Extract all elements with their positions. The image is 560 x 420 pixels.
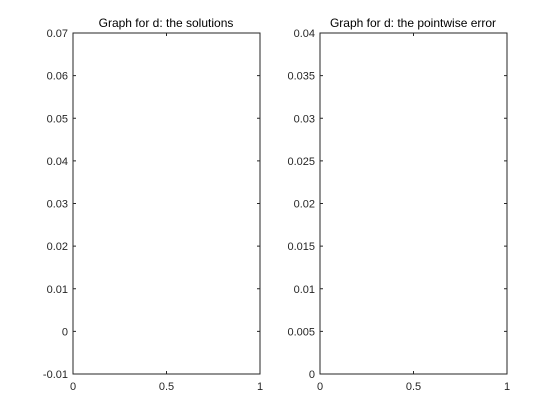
right-x-tick-label: 0.5 xyxy=(406,381,421,393)
right-y-tick-label: 0.01 xyxy=(294,284,315,296)
left-y-tick-label: 0.02 xyxy=(47,241,68,253)
left-y-tick-label: 0.04 xyxy=(47,156,68,168)
left-x-tick-label: 0.5 xyxy=(159,381,174,393)
right-y-tick-label: 0.02 xyxy=(294,199,315,211)
left-y-tick-label: 0.06 xyxy=(47,71,68,83)
right-y-tick-label: 0.035 xyxy=(287,71,315,83)
left-chart-title: Graph for d: the solutions xyxy=(99,16,234,30)
right-y-tick-label: 0.03 xyxy=(294,113,315,125)
left-axes-frame xyxy=(72,32,261,375)
right-y-tick-label: 0.025 xyxy=(287,156,315,168)
right-chart-panel: Graph for d: the pointwise error 0 0.5 1 0 0… xyxy=(287,16,510,393)
left-y-tick-label: -0.01 xyxy=(43,369,68,381)
left-chart-panel: Graph for d: the solutions 0 0.5 1-0.0100.… xyxy=(43,16,263,393)
left-y-tick-label: 0.03 xyxy=(47,199,68,211)
right-x-tick-label: 1 xyxy=(504,381,510,393)
right-x-tick-label: 0 xyxy=(317,381,323,393)
right-y-tick-label: 0.015 xyxy=(287,241,315,253)
left-x-tick-label: 0 xyxy=(70,381,76,393)
right-y-tick-label: 0 xyxy=(309,369,315,381)
left-y-tick-label: 0.05 xyxy=(47,113,68,125)
right-y-tick-label: 0.04 xyxy=(294,28,315,40)
right-chart-title: Graph for d: the pointwise error xyxy=(330,16,496,30)
right-y-tick-label: 0.005 xyxy=(287,326,315,338)
left-y-tick-label: 0.01 xyxy=(47,284,68,296)
left-y-tick-label: 0.07 xyxy=(47,28,68,40)
right-axes-frame xyxy=(319,32,508,375)
left-x-tick-label: 1 xyxy=(257,381,263,393)
left-y-tick-label: 0 xyxy=(62,326,68,338)
